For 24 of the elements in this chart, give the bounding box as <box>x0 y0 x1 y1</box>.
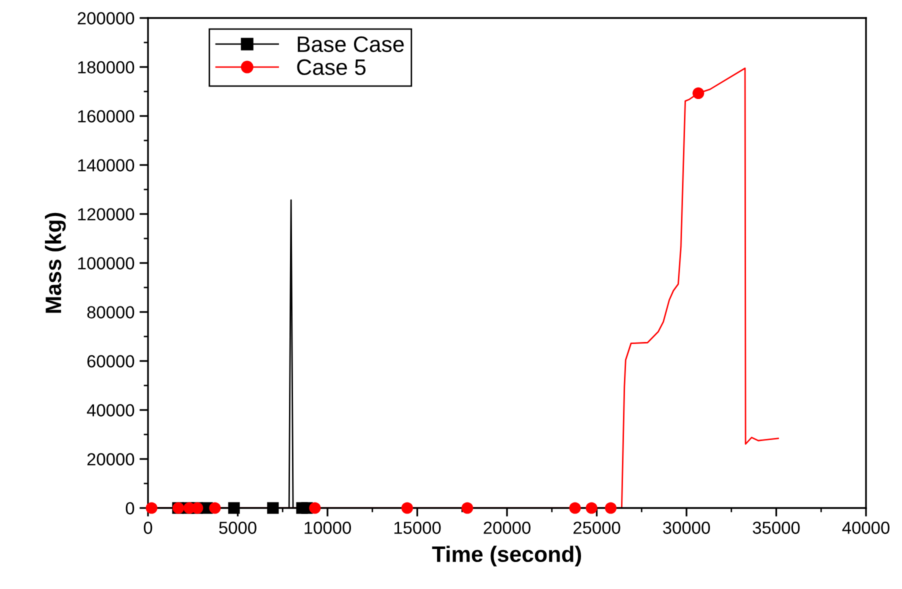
y-tick-label: 160000 <box>78 110 134 122</box>
x-tick-label: 25000 <box>573 522 620 534</box>
y-tick-label: 80000 <box>87 306 134 318</box>
y-tick-label: 100000 <box>78 257 134 270</box>
y-tick-label: 0 <box>126 502 134 514</box>
x-tick-label: 30000 <box>663 522 710 534</box>
y-axis-title: Mass (kg) <box>44 212 66 313</box>
x-tick-label: 15000 <box>394 522 441 534</box>
legend-label: Case 5 <box>297 59 366 76</box>
x-tick-label: 40000 <box>842 522 890 534</box>
y-tick-label: 120000 <box>78 208 134 220</box>
x-tick-label: 10000 <box>304 522 351 534</box>
x-tick-label: 0 <box>144 522 152 534</box>
y-tick-label: 60000 <box>87 355 134 368</box>
y-tick-label: 40000 <box>86 404 134 416</box>
legend-label: Base Case <box>298 36 404 52</box>
y-tick-label: 140000 <box>78 159 134 172</box>
x-tick-label: 5000 <box>219 522 256 534</box>
x-tick-label: 20000 <box>484 522 530 534</box>
x-tick-label: 35000 <box>752 522 800 534</box>
y-tick-label: 200000 <box>78 12 134 24</box>
y-tick-label: 20000 <box>87 453 134 466</box>
x-axis-title: Time (second) <box>432 546 582 566</box>
y-tick-label: 180000 <box>78 61 134 74</box>
